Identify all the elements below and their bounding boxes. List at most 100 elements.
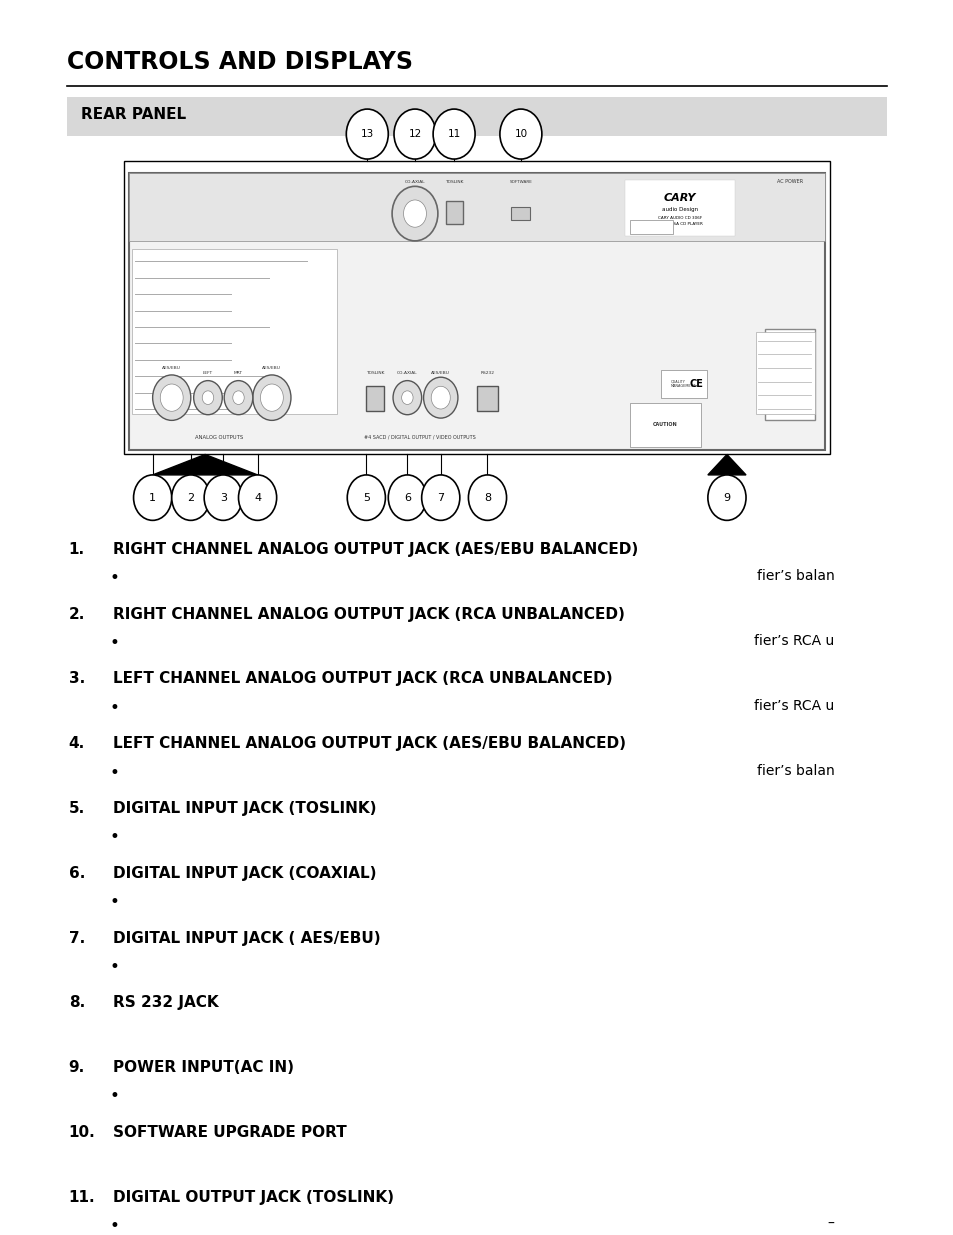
Text: •: •: [110, 1216, 119, 1235]
Text: 3: 3: [219, 493, 227, 503]
Bar: [624, 179, 734, 236]
Text: 2.: 2.: [69, 606, 85, 621]
Text: CARY: CARY: [663, 193, 695, 203]
Circle shape: [392, 186, 437, 241]
Text: CONTROLS AND DISPLAYS: CONTROLS AND DISPLAYS: [67, 49, 413, 74]
Text: AES/EBU: AES/EBU: [162, 366, 181, 370]
Polygon shape: [152, 454, 257, 475]
Text: CE: CE: [689, 379, 702, 389]
Text: RIGHT CHANNEL ANALOG OUTPUT JACK (AES/EBU BALANCED): RIGHT CHANNEL ANALOG OUTPUT JACK (AES/EB…: [112, 542, 638, 557]
Bar: [511, 206, 530, 220]
Text: CO-AXIAL: CO-AXIAL: [396, 370, 417, 374]
Circle shape: [347, 475, 385, 520]
Text: fier’s RCA u: fier’s RCA u: [754, 634, 834, 648]
Text: DIGITAL INPUT JACK (TOSLINK): DIGITAL INPUT JACK (TOSLINK): [112, 802, 375, 816]
Circle shape: [707, 475, 745, 520]
Text: •: •: [110, 569, 119, 587]
Text: MRT: MRT: [233, 370, 243, 374]
Circle shape: [421, 475, 459, 520]
Circle shape: [233, 390, 244, 405]
Text: •: •: [110, 763, 119, 782]
Text: 11: 11: [447, 130, 460, 140]
Circle shape: [172, 475, 210, 520]
Circle shape: [423, 377, 457, 419]
Bar: [67, 96, 886, 136]
Text: ANALOG OUTPUTS: ANALOG OUTPUTS: [195, 435, 243, 440]
Text: 9.: 9.: [69, 1060, 85, 1074]
Circle shape: [433, 109, 475, 159]
Text: 12: 12: [408, 130, 421, 140]
Text: RIGHT CHANNEL ANALOG OUTPUT JACK (RCA UNBALANCED): RIGHT CHANNEL ANALOG OUTPUT JACK (RCA UN…: [112, 606, 624, 621]
Circle shape: [403, 200, 426, 227]
Circle shape: [253, 375, 291, 420]
Text: RS 232 JACK: RS 232 JACK: [112, 995, 218, 1010]
Text: CARY AUDIO CD 306F: CARY AUDIO CD 306F: [657, 216, 701, 220]
Text: •: •: [110, 699, 119, 716]
Text: 7.: 7.: [69, 930, 85, 946]
Text: SOFTWARE UPGRADE PORT: SOFTWARE UPGRADE PORT: [112, 1125, 346, 1140]
Text: DIGITAL OUTPUT JACK (TOSLINK): DIGITAL OUTPUT JACK (TOSLINK): [112, 1189, 394, 1204]
Text: DIGITAL INPUT JACK ( AES/EBU): DIGITAL INPUT JACK ( AES/EBU): [112, 930, 380, 946]
Text: LEFT CHANNEL ANALOG OUTPUT JACK (AES/EBU BALANCED): LEFT CHANNEL ANALOG OUTPUT JACK (AES/EBU…: [112, 736, 625, 751]
Circle shape: [238, 475, 276, 520]
Text: CO-AXIAL: CO-AXIAL: [404, 180, 425, 184]
Text: DIGITAL INPUT JACK (COAXIAL): DIGITAL INPUT JACK (COAXIAL): [112, 866, 375, 881]
Text: 13: 13: [360, 130, 374, 140]
Text: 2: 2: [187, 493, 194, 503]
Bar: [660, 370, 706, 398]
Bar: [629, 220, 672, 235]
Text: 8.: 8.: [69, 995, 85, 1010]
Text: •: •: [110, 634, 119, 652]
Text: LEFT CHANNEL ANALOG OUTPUT JACK (RCA UNBALANCED): LEFT CHANNEL ANALOG OUTPUT JACK (RCA UNB…: [112, 672, 612, 687]
Text: QUALITY
MANAGEMENT: QUALITY MANAGEMENT: [670, 379, 696, 388]
Text: •: •: [110, 1087, 119, 1105]
Text: 6: 6: [403, 493, 411, 503]
Text: REAR PANEL: REAR PANEL: [81, 106, 186, 122]
Text: 10: 10: [514, 130, 527, 140]
Text: CAUTION: CAUTION: [652, 422, 677, 427]
Text: AC POWER: AC POWER: [776, 179, 802, 184]
Circle shape: [499, 109, 541, 159]
Text: 7: 7: [436, 493, 444, 503]
Text: 4.: 4.: [69, 736, 85, 751]
Circle shape: [388, 475, 426, 520]
Circle shape: [346, 109, 388, 159]
Text: TOSLINK: TOSLINK: [444, 180, 463, 184]
Text: 1.: 1.: [69, 542, 85, 557]
Text: 1: 1: [149, 493, 156, 503]
Text: •: •: [110, 1233, 119, 1235]
Circle shape: [260, 384, 283, 411]
Circle shape: [204, 475, 242, 520]
Text: 10.: 10.: [69, 1125, 95, 1140]
Text: AES/EBU: AES/EBU: [431, 370, 450, 374]
Text: AES/EBU: AES/EBU: [262, 366, 281, 370]
Circle shape: [401, 390, 413, 405]
Text: CD 306 SA CD PLAYER: CD 306 SA CD PLAYER: [656, 222, 702, 226]
Text: LEFT: LEFT: [203, 370, 213, 374]
Text: 4: 4: [253, 493, 261, 503]
Text: TOSLINK: TOSLINK: [365, 370, 384, 374]
Bar: [366, 387, 383, 411]
Bar: [129, 173, 824, 241]
Bar: [629, 404, 700, 447]
Text: 3.: 3.: [69, 672, 85, 687]
Circle shape: [393, 380, 421, 415]
Circle shape: [133, 475, 172, 520]
Bar: [132, 248, 336, 414]
Text: 5: 5: [362, 493, 370, 503]
Circle shape: [160, 384, 183, 411]
Circle shape: [468, 475, 506, 520]
Text: •: •: [110, 893, 119, 911]
Circle shape: [152, 375, 191, 420]
Text: fier’s RCA u: fier’s RCA u: [754, 699, 834, 713]
Text: POWER INPUT(AC IN): POWER INPUT(AC IN): [112, 1060, 294, 1074]
Circle shape: [202, 390, 213, 405]
Bar: [129, 173, 824, 450]
Text: fier’s balan: fier’s balan: [757, 763, 834, 778]
Text: audio Design: audio Design: [661, 206, 697, 211]
Bar: [764, 330, 814, 420]
Text: fier’s balan: fier’s balan: [757, 569, 834, 583]
Text: •: •: [110, 958, 119, 976]
Text: •: •: [110, 829, 119, 846]
Text: 8: 8: [483, 493, 491, 503]
